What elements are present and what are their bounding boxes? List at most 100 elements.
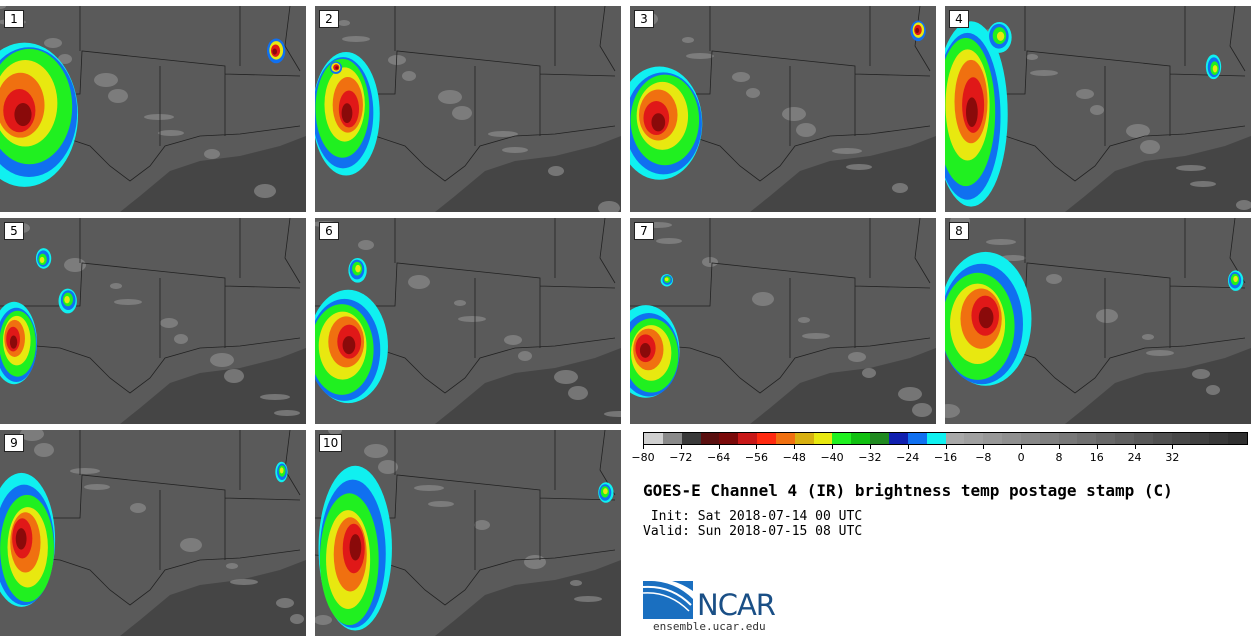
colorbar-tick <box>643 445 644 449</box>
ncar-logo-text: NCAR <box>697 588 776 622</box>
colorbar-segment <box>851 433 871 444</box>
colorbar-segment <box>1039 433 1059 444</box>
colorbar-segment <box>700 433 720 444</box>
colorbar-segment <box>1020 433 1040 444</box>
colorbar-tick <box>680 445 682 449</box>
colorbar-segment <box>1115 433 1134 444</box>
forecast-panel-6: 6 <box>315 218 621 424</box>
colorbar-segment <box>681 433 701 444</box>
colorbar-segment <box>983 433 1003 444</box>
colorbar-segment <box>1209 433 1229 444</box>
colorbar-tick-label: 16 <box>1089 451 1104 464</box>
colorbar <box>643 432 1248 445</box>
colorbar-tick <box>1172 445 1174 449</box>
colorbar-segment <box>813 433 833 444</box>
ir-map <box>630 6 936 212</box>
colorbar-segment <box>907 433 927 444</box>
forecast-panel-10: 10 <box>315 430 621 636</box>
panel-number: 5 <box>4 222 24 240</box>
colorbar-tick-label: −64 <box>707 451 731 464</box>
ir-map <box>945 6 1251 212</box>
colorbar-tick-label: −72 <box>669 451 693 464</box>
forecast-panel-8: 8 <box>945 218 1251 424</box>
colorbar-segment <box>832 433 852 444</box>
colorbar-tick <box>907 445 909 449</box>
colorbar-tick-label: −8 <box>975 451 992 464</box>
colorbar-tick-label: −16 <box>933 451 958 464</box>
colorbar-ticks: −80 −72 −64 −56 −48 −40 −32 −24 −16 −8 0 8 16 24 32 <box>631 445 1248 467</box>
colorbar-tick <box>1134 445 1136 449</box>
colorbar-segment <box>1058 433 1078 444</box>
colorbar-segment <box>1152 433 1172 444</box>
site-url: ensemble.ucar.edu <box>653 620 766 633</box>
panel-number: 3 <box>634 10 654 28</box>
ir-map <box>0 6 306 212</box>
colorbar-tick-label: −32 <box>858 451 882 464</box>
panel-number: 8 <box>949 222 969 240</box>
forecast-panel-4: 4 <box>945 6 1251 212</box>
colorbar-segment <box>1096 433 1116 444</box>
colorbar-segment <box>1077 433 1097 444</box>
panel-number: 6 <box>319 222 339 240</box>
panel-number: 10 <box>319 434 343 452</box>
colorbar-tick <box>1096 445 1098 449</box>
panel-number: 2 <box>319 10 339 28</box>
colorbar-segment <box>888 433 908 444</box>
colorbar-tick-label: 24 <box>1127 451 1142 464</box>
colorbar-segment <box>964 433 984 444</box>
colorbar-segment <box>757 433 776 444</box>
valid-time: Valid: Sun 2018-07-15 08 UTC <box>643 524 863 539</box>
ir-map <box>0 430 306 636</box>
ir-map <box>315 218 621 424</box>
colorbar-tick-label: −56 <box>744 451 769 464</box>
forecast-panel-9: 9 <box>0 430 306 636</box>
colorbar-tick <box>869 445 871 449</box>
colorbar-tick-label: 8 <box>1055 451 1063 464</box>
colorbar-segment <box>662 433 682 444</box>
forecast-panel-1: 1 <box>0 6 306 212</box>
colorbar-segment <box>719 433 739 444</box>
panel-number: 9 <box>4 434 24 452</box>
colorbar-segment <box>794 433 814 444</box>
colorbar-tick <box>1021 445 1023 449</box>
ir-map <box>0 218 306 424</box>
ncar-logo-icon <box>643 577 693 619</box>
colorbar-tick <box>1058 445 1060 449</box>
colorbar-tick <box>756 445 758 449</box>
colorbar-segment <box>1002 433 1021 444</box>
colorbar-segment <box>870 433 889 444</box>
colorbar-tick <box>794 445 796 449</box>
colorbar-segment <box>926 433 946 444</box>
colorbar-tick <box>983 445 985 449</box>
forecast-panel-7: 7 <box>630 218 936 424</box>
colorbar-segment <box>1190 433 1210 444</box>
colorbar-segment <box>945 433 965 444</box>
colorbar-tick-label: 0 <box>1017 451 1025 464</box>
panel-number: 4 <box>949 10 969 28</box>
colorbar-segment <box>1171 433 1191 444</box>
panel-number: 1 <box>4 10 24 28</box>
colorbar-tick-label: −80 <box>631 451 655 464</box>
forecast-panel-5: 5 <box>0 218 306 424</box>
figure-title: GOES-E Channel 4 (IR) brightness temp po… <box>643 481 1173 500</box>
ir-map <box>945 218 1251 424</box>
panel-number: 7 <box>634 222 654 240</box>
ir-map <box>630 218 936 424</box>
colorbar-tick-label: −48 <box>782 451 806 464</box>
ir-map <box>315 430 621 636</box>
colorbar-tick <box>832 445 834 449</box>
colorbar-segment <box>775 433 795 444</box>
init-time: Init: Sat 2018-07-14 00 UTC <box>643 509 863 524</box>
colorbar-segment <box>1228 433 1247 444</box>
colorbar-tick-label: −40 <box>820 451 844 464</box>
colorbar-segment <box>738 433 758 444</box>
colorbar-segment <box>1133 433 1153 444</box>
forecast-panel-2: 2 <box>315 6 621 212</box>
colorbar-segment <box>644 433 663 444</box>
colorbar-tick <box>718 445 720 449</box>
ir-map <box>315 6 621 212</box>
colorbar-tick-label: 32 <box>1165 451 1180 464</box>
colorbar-tick <box>945 445 947 449</box>
forecast-panel-3: 3 <box>630 6 936 212</box>
colorbar-tick-label: −24 <box>896 451 920 464</box>
